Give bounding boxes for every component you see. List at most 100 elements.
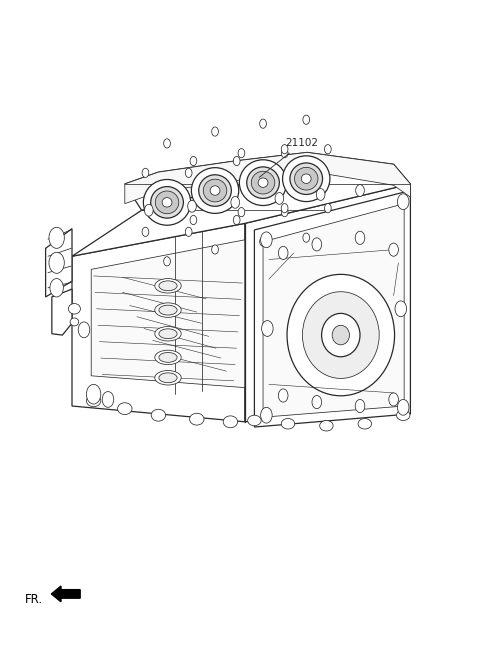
Circle shape <box>355 399 365 413</box>
Circle shape <box>260 119 266 128</box>
Ellipse shape <box>151 187 183 218</box>
Circle shape <box>397 399 409 415</box>
Circle shape <box>324 204 331 213</box>
Ellipse shape <box>159 329 177 339</box>
Circle shape <box>188 200 196 212</box>
Ellipse shape <box>162 198 172 207</box>
Circle shape <box>262 321 273 336</box>
Circle shape <box>278 389 288 402</box>
Ellipse shape <box>358 419 372 429</box>
Text: FR.: FR. <box>25 593 43 606</box>
Circle shape <box>164 257 170 266</box>
Ellipse shape <box>192 168 239 214</box>
Ellipse shape <box>159 305 177 315</box>
Ellipse shape <box>156 191 179 214</box>
Circle shape <box>312 238 322 251</box>
Polygon shape <box>91 240 245 388</box>
Ellipse shape <box>144 179 191 225</box>
Ellipse shape <box>199 175 231 206</box>
Ellipse shape <box>322 313 360 357</box>
Ellipse shape <box>69 304 81 314</box>
Circle shape <box>190 215 197 225</box>
Ellipse shape <box>155 279 181 293</box>
Circle shape <box>281 148 288 158</box>
Polygon shape <box>46 229 72 297</box>
Ellipse shape <box>70 318 79 326</box>
Circle shape <box>49 227 64 248</box>
Ellipse shape <box>302 292 379 378</box>
Circle shape <box>78 322 90 338</box>
Circle shape <box>260 237 266 246</box>
Polygon shape <box>254 191 410 427</box>
Ellipse shape <box>281 419 295 429</box>
Ellipse shape <box>159 373 177 382</box>
Ellipse shape <box>247 167 279 198</box>
Circle shape <box>102 392 114 407</box>
Circle shape <box>389 393 398 406</box>
Ellipse shape <box>159 281 177 291</box>
Circle shape <box>281 145 288 154</box>
Ellipse shape <box>159 352 177 363</box>
Ellipse shape <box>290 163 323 194</box>
Ellipse shape <box>223 416 238 428</box>
Ellipse shape <box>155 303 181 317</box>
Ellipse shape <box>155 327 181 341</box>
Ellipse shape <box>320 420 333 431</box>
Circle shape <box>303 115 310 124</box>
Ellipse shape <box>155 371 181 385</box>
Circle shape <box>261 232 272 248</box>
Circle shape <box>185 168 192 177</box>
Circle shape <box>324 145 331 154</box>
Circle shape <box>144 204 153 216</box>
Ellipse shape <box>210 186 220 195</box>
Ellipse shape <box>252 171 275 194</box>
Ellipse shape <box>332 325 349 345</box>
Circle shape <box>312 396 322 409</box>
Circle shape <box>86 384 101 404</box>
Circle shape <box>397 194 409 210</box>
Ellipse shape <box>258 178 268 187</box>
Circle shape <box>233 215 240 225</box>
Ellipse shape <box>240 160 287 206</box>
Polygon shape <box>125 152 410 210</box>
Circle shape <box>142 227 149 237</box>
Circle shape <box>389 243 398 256</box>
Circle shape <box>303 233 310 242</box>
Ellipse shape <box>396 410 410 420</box>
Ellipse shape <box>283 156 330 202</box>
Ellipse shape <box>287 275 395 396</box>
Circle shape <box>356 185 364 196</box>
Circle shape <box>355 231 365 244</box>
Circle shape <box>50 279 63 297</box>
Ellipse shape <box>301 174 311 183</box>
Polygon shape <box>52 289 72 335</box>
Circle shape <box>281 204 288 213</box>
Circle shape <box>212 127 218 136</box>
Ellipse shape <box>248 415 261 426</box>
Circle shape <box>233 156 240 166</box>
Ellipse shape <box>190 413 204 425</box>
Circle shape <box>49 252 64 273</box>
Polygon shape <box>72 223 245 422</box>
Circle shape <box>275 193 284 204</box>
Ellipse shape <box>118 403 132 415</box>
Text: 21102: 21102 <box>286 138 319 148</box>
Ellipse shape <box>155 350 181 365</box>
Polygon shape <box>245 184 410 422</box>
Circle shape <box>212 245 218 254</box>
Polygon shape <box>125 152 410 204</box>
Circle shape <box>190 156 197 166</box>
Circle shape <box>142 168 149 177</box>
Polygon shape <box>72 171 410 256</box>
FancyArrow shape <box>51 586 80 602</box>
Circle shape <box>164 139 170 148</box>
Polygon shape <box>263 204 404 417</box>
Ellipse shape <box>295 168 318 190</box>
Circle shape <box>238 208 245 217</box>
Circle shape <box>261 407 272 423</box>
Circle shape <box>316 189 325 200</box>
Circle shape <box>278 246 288 260</box>
Ellipse shape <box>151 409 166 421</box>
Circle shape <box>281 208 288 217</box>
Ellipse shape <box>86 395 101 407</box>
